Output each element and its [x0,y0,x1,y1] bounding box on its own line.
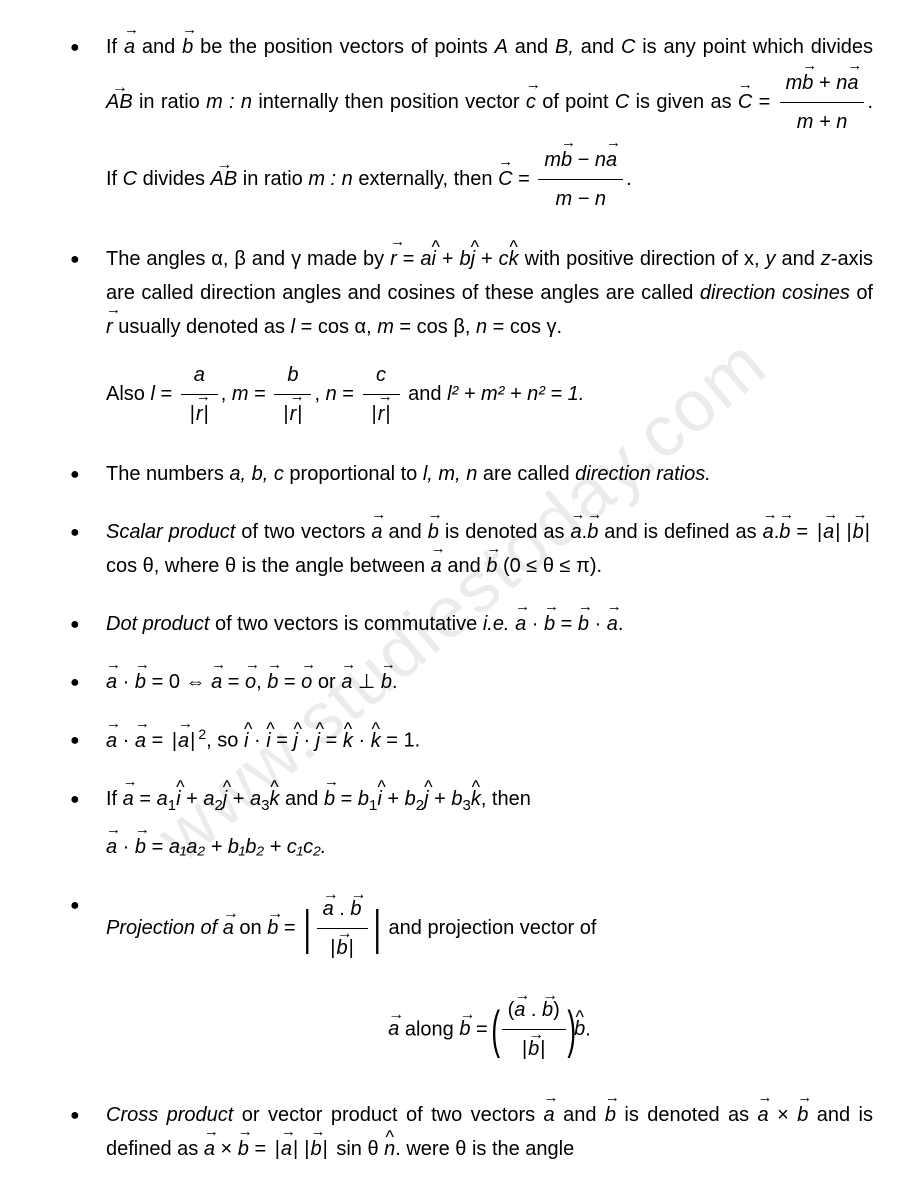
bullet-item-4: Scalar product of two vectors a and b is… [70,515,873,583]
document-content: If a and b be the position vectors of po… [70,30,873,1166]
bullet-item-7: a · a = a2, so i · i = j · j = k · k = 1… [70,723,873,758]
bullet-item-5: Dot product of two vectors is commutativ… [70,607,873,641]
bullet-item-3: The numbers a, b, c proportional to l, m… [70,457,873,491]
bullet-item-6: a · b = 0 ⇔ a = o, b = o or a ⊥ b. [70,665,873,699]
bullet-item-9: Projection of a on b = a . bb and projec… [70,888,873,1074]
bullet-item-8: If a = a1i + a2j + a3k and b = b1i + b2j… [70,782,873,865]
bullet-item-10: Cross product or vector product of two v… [70,1098,873,1166]
bullet-list: If a and b be the position vectors of po… [70,30,873,1166]
bullet-item-1: If a and b be the position vectors of po… [70,30,873,218]
bullet-item-2: The angles α, β and γ made by r = ai + b… [70,242,873,433]
